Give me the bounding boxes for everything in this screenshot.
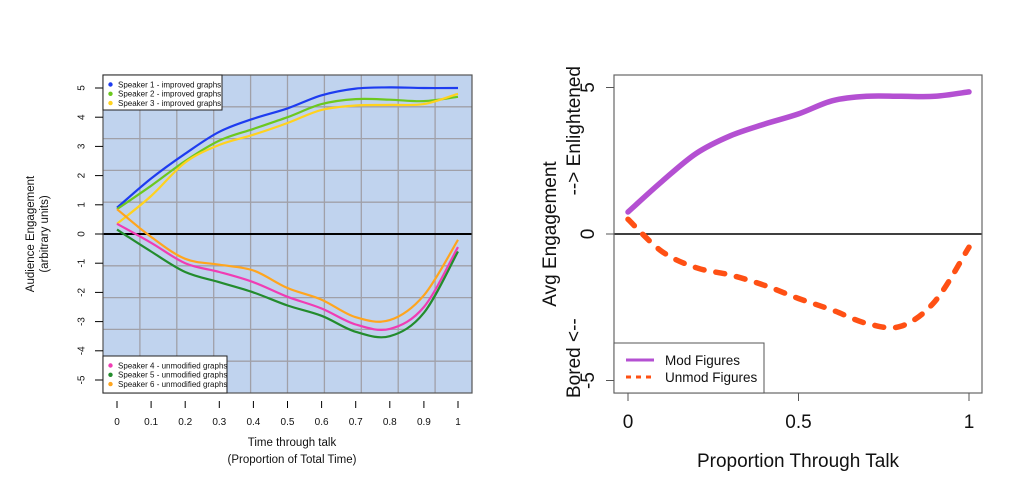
legend-label: Unmod Figures bbox=[665, 370, 758, 385]
series-line-speaker-1 bbox=[116, 86, 459, 209]
left-series-lines bbox=[116, 86, 459, 339]
x-tick-label: 0.2 bbox=[178, 417, 192, 428]
x-tick-label: 0 bbox=[114, 417, 120, 428]
left-x-axis: 0 0.1 0.2 0.3 0.4 0.5 0.6 0.7 0.8 0.9 1 bbox=[114, 401, 461, 428]
left-x-label-line2: (Proportion of Total Time) bbox=[228, 454, 357, 466]
left-x-label-line1: Time through talk bbox=[248, 437, 337, 449]
y-tick-label: 0 bbox=[77, 231, 88, 237]
legend-label: Speaker 5 - unmodified graphs bbox=[118, 371, 227, 380]
x-tick-label: 0.6 bbox=[315, 417, 329, 428]
right-y-axis: -5 0 5 bbox=[578, 82, 614, 389]
legend-label: Speaker 3 - improved graphs bbox=[118, 99, 221, 108]
series-line-unmod-figures bbox=[625, 216, 972, 331]
legend-label: Speaker 1 - improved graphs bbox=[118, 80, 221, 89]
y-tick-label: -3 bbox=[77, 317, 88, 326]
x-tick-label: 0.9 bbox=[417, 417, 431, 428]
series-line-speaker-2 bbox=[116, 95, 459, 211]
x-tick-label: 1 bbox=[964, 412, 975, 433]
legend-marker bbox=[108, 372, 113, 377]
x-tick-label: 0.5 bbox=[281, 417, 295, 428]
y-tick-label: 2 bbox=[77, 172, 88, 178]
legend-marker bbox=[108, 91, 113, 97]
y-tick-label: -4 bbox=[77, 346, 88, 355]
series-line-mod-figures bbox=[625, 89, 972, 215]
right-y-label-enlightened: --> Enlightened bbox=[564, 66, 585, 195]
x-tick-label: 0.4 bbox=[246, 417, 260, 428]
y-tick-label: 3 bbox=[77, 143, 88, 149]
y-tick-label: 1 bbox=[77, 202, 88, 208]
y-tick-label: -1 bbox=[77, 258, 88, 267]
left-y-axis: -5 -4 -3 -2 -1 0 1 2 3 4 5 bbox=[77, 85, 103, 384]
x-tick-label: 0 bbox=[623, 412, 634, 433]
y-tick-label: -2 bbox=[77, 288, 88, 297]
series-line-speaker-6 bbox=[116, 208, 459, 323]
left-y-label-line2: (arbitrary units) bbox=[39, 195, 51, 272]
left-chart: 0 0.1 0.2 0.3 0.4 0.5 0.6 0.7 0.8 0.9 1 -5 -4 -3 -2 -1… bbox=[25, 74, 473, 466]
legend-box bbox=[102, 74, 223, 111]
legend-marker bbox=[108, 363, 113, 368]
right-x-label: Proportion Through Talk bbox=[697, 451, 900, 472]
legend-label: Speaker 6 - unmodified graphs bbox=[118, 380, 227, 389]
x-tick-label: 0.1 bbox=[144, 417, 158, 428]
legend-marker bbox=[108, 381, 113, 387]
series-line-speaker-5 bbox=[116, 228, 459, 339]
right-chart: 0 0.5 1 -505 Proportion Through Talk Avg E… bbox=[540, 66, 983, 472]
right-series-lines bbox=[625, 89, 972, 331]
series-line-speaker-4 bbox=[116, 222, 459, 332]
legend-marker bbox=[108, 82, 113, 87]
x-tick-label: 0.3 bbox=[212, 417, 226, 428]
right-x-axis: 0 0.5 1 bbox=[623, 393, 975, 433]
y-tick-label: 5 bbox=[578, 82, 599, 93]
legend-box bbox=[102, 355, 228, 394]
legend-label: Speaker 2 - improved graphs bbox=[118, 90, 221, 99]
y-tick-label: 4 bbox=[77, 114, 88, 120]
x-tick-label: 0.7 bbox=[349, 417, 363, 428]
right-legend: Mod Figures Unmod Figures bbox=[613, 342, 765, 394]
legend-box bbox=[613, 342, 765, 394]
legend-label: Mod Figures bbox=[665, 353, 740, 368]
left-y-label-line1: Audience Engagement bbox=[25, 175, 37, 292]
series-line-speaker-3 bbox=[116, 92, 459, 225]
y-tick-label: 0 bbox=[578, 229, 599, 240]
x-tick-label: 0.5 bbox=[785, 412, 811, 433]
x-tick-label: 0.8 bbox=[383, 417, 397, 428]
right-y-label-bored: Bored <-- bbox=[564, 318, 585, 398]
legend-marker bbox=[108, 100, 113, 106]
y-tick-label: 5 bbox=[77, 85, 88, 91]
right-y-label-line1: Avg Engagement bbox=[540, 161, 561, 307]
x-tick-label: 1 bbox=[455, 417, 461, 428]
legend-label: Speaker 4 - unmodified graphs bbox=[118, 361, 227, 370]
y-tick-label: -5 bbox=[77, 375, 88, 384]
y-tick-label: -5 bbox=[578, 372, 599, 389]
